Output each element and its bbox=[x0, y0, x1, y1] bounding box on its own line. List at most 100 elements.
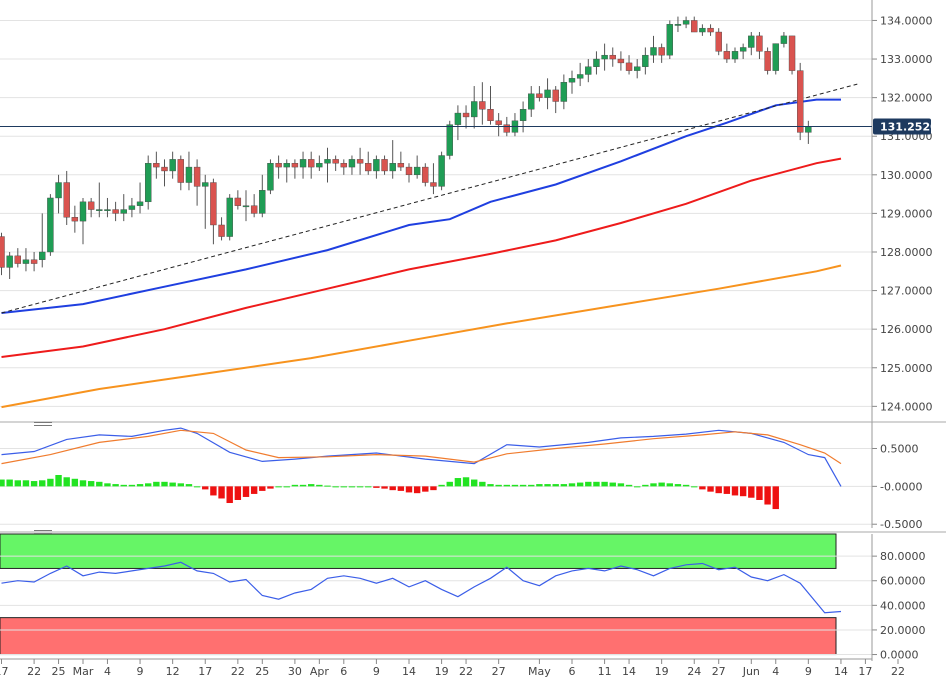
date-tick-label: 14 bbox=[834, 665, 848, 678]
macd-histogram-bar bbox=[650, 483, 657, 487]
candle-body bbox=[699, 27, 706, 33]
macd-histogram-bar bbox=[291, 484, 299, 487]
date-tick-label: 17 bbox=[858, 665, 872, 678]
macd-histogram-bar bbox=[601, 481, 608, 487]
macd-pane: 0.5000 -0.0000 -0.5000 bbox=[0, 421, 946, 531]
macd-histogram-bar bbox=[674, 484, 682, 487]
candle-body bbox=[682, 20, 690, 25]
macd-histogram-bar bbox=[0, 479, 5, 487]
candle-body bbox=[495, 120, 502, 125]
macd-histogram-bar bbox=[226, 486, 233, 504]
candle-body bbox=[422, 166, 429, 183]
candle-body bbox=[226, 197, 233, 237]
candle-body bbox=[210, 182, 217, 226]
macd-histogram-bar bbox=[739, 486, 747, 497]
macd-histogram-bar bbox=[772, 486, 779, 510]
macd-histogram-bar bbox=[210, 486, 217, 496]
candle-body bbox=[332, 159, 339, 164]
candle-body bbox=[609, 54, 616, 60]
date-tick-label: 9 bbox=[373, 665, 380, 678]
macd-histogram-bar bbox=[136, 484, 144, 487]
macd-histogram-bar bbox=[552, 484, 559, 487]
macd-histogram-bar bbox=[104, 483, 111, 487]
date-tick-label: 22 bbox=[231, 665, 245, 678]
candle-body bbox=[112, 209, 119, 214]
candle-body bbox=[96, 209, 103, 211]
pane-resize-handles[interactable] bbox=[34, 422, 52, 534]
macd-histogram-bar bbox=[55, 475, 62, 487]
date-tick-label: 19 bbox=[655, 665, 669, 678]
macd-histogram-bar bbox=[699, 486, 706, 490]
date-tick-label: 4 bbox=[104, 665, 111, 678]
candle-body bbox=[381, 159, 388, 172]
macd-histogram-bar bbox=[299, 484, 307, 487]
candle-body bbox=[291, 163, 299, 168]
macd-histogram-bar bbox=[332, 486, 339, 488]
candle-body bbox=[136, 201, 144, 206]
macd-histogram-bar bbox=[536, 484, 543, 487]
macd-histogram-bar bbox=[389, 486, 396, 491]
date-tick-label: 22 bbox=[459, 665, 473, 678]
candle-body bbox=[389, 163, 396, 172]
price-tick-label: 124.0000 bbox=[880, 400, 933, 413]
macd-histogram-bar bbox=[609, 482, 616, 487]
candle-body bbox=[462, 112, 470, 118]
candlesticks bbox=[0, 16, 812, 280]
macd-histogram-bar bbox=[185, 484, 193, 487]
macd-histogram-bar bbox=[544, 484, 551, 487]
date-tick-label: 11 bbox=[598, 665, 612, 678]
macd-histogram-bar bbox=[340, 486, 347, 488]
candle-body bbox=[259, 190, 266, 214]
macd-histogram-bar bbox=[14, 480, 21, 487]
macd-histogram-bar bbox=[348, 486, 356, 488]
price-tick-label: 132.0000 bbox=[880, 92, 933, 105]
date-tick-label: 9 bbox=[805, 665, 812, 678]
macd-histogram-bar bbox=[169, 482, 176, 487]
macd-histogram-bar bbox=[22, 480, 30, 487]
date-tick-label: Mar bbox=[73, 665, 94, 678]
rsi-pane: 80.0000 60.0000 40.0000 20.0000 0.0000 bbox=[0, 531, 946, 662]
macd-histogram-bar bbox=[128, 484, 136, 487]
macd-histogram-bar bbox=[112, 484, 119, 487]
candle-body bbox=[299, 159, 307, 168]
macd-histogram-bar bbox=[234, 486, 242, 500]
candle-body bbox=[479, 101, 486, 110]
candle-body bbox=[348, 159, 356, 168]
macd-histogram-bar bbox=[242, 486, 250, 497]
macd-histogram-bar bbox=[47, 478, 54, 487]
date-tick-label: 12 bbox=[166, 665, 180, 678]
date-tick-label: Jun bbox=[742, 665, 760, 678]
candle-body bbox=[63, 182, 70, 218]
candle-body bbox=[39, 251, 46, 260]
trendline bbox=[1, 83, 858, 314]
candle-body bbox=[601, 54, 608, 60]
macd-histogram-bar bbox=[576, 482, 584, 487]
macd-histogram-bar bbox=[446, 481, 453, 487]
candle-body bbox=[756, 35, 763, 52]
date-tick-label: 25 bbox=[255, 665, 269, 678]
macd-histogram-bar bbox=[283, 486, 290, 488]
rsi-line bbox=[1, 561, 842, 614]
date-tick-label: 22 bbox=[27, 665, 41, 678]
candle-body bbox=[788, 35, 796, 71]
date-tick-label: 9 bbox=[137, 665, 144, 678]
candle-body bbox=[55, 182, 62, 199]
macd-histogram-bar bbox=[625, 484, 633, 487]
candle-body bbox=[650, 47, 657, 56]
candle-body bbox=[772, 43, 779, 71]
candle-body bbox=[169, 159, 176, 172]
candle-body bbox=[568, 78, 576, 83]
candle-body bbox=[30, 259, 38, 264]
candle-body bbox=[805, 126, 812, 133]
current-price-label-bg bbox=[873, 118, 931, 135]
candle-body bbox=[438, 155, 445, 187]
macd-tick-label: -0.0000 bbox=[880, 480, 922, 493]
date-axis: 17 22 25 Mar 4 9 12 17 22 25 30 Apr 6 9 14 19 22 27 May 6 11… bbox=[0, 658, 905, 678]
moving-averages bbox=[1, 83, 858, 409]
rsi-tick-label: 0.0000 bbox=[880, 649, 919, 662]
macd-histogram-bar bbox=[682, 484, 690, 487]
date-tick-label: 14 bbox=[402, 665, 416, 678]
candle-body bbox=[79, 201, 87, 222]
macd-histogram-bar bbox=[471, 479, 478, 487]
